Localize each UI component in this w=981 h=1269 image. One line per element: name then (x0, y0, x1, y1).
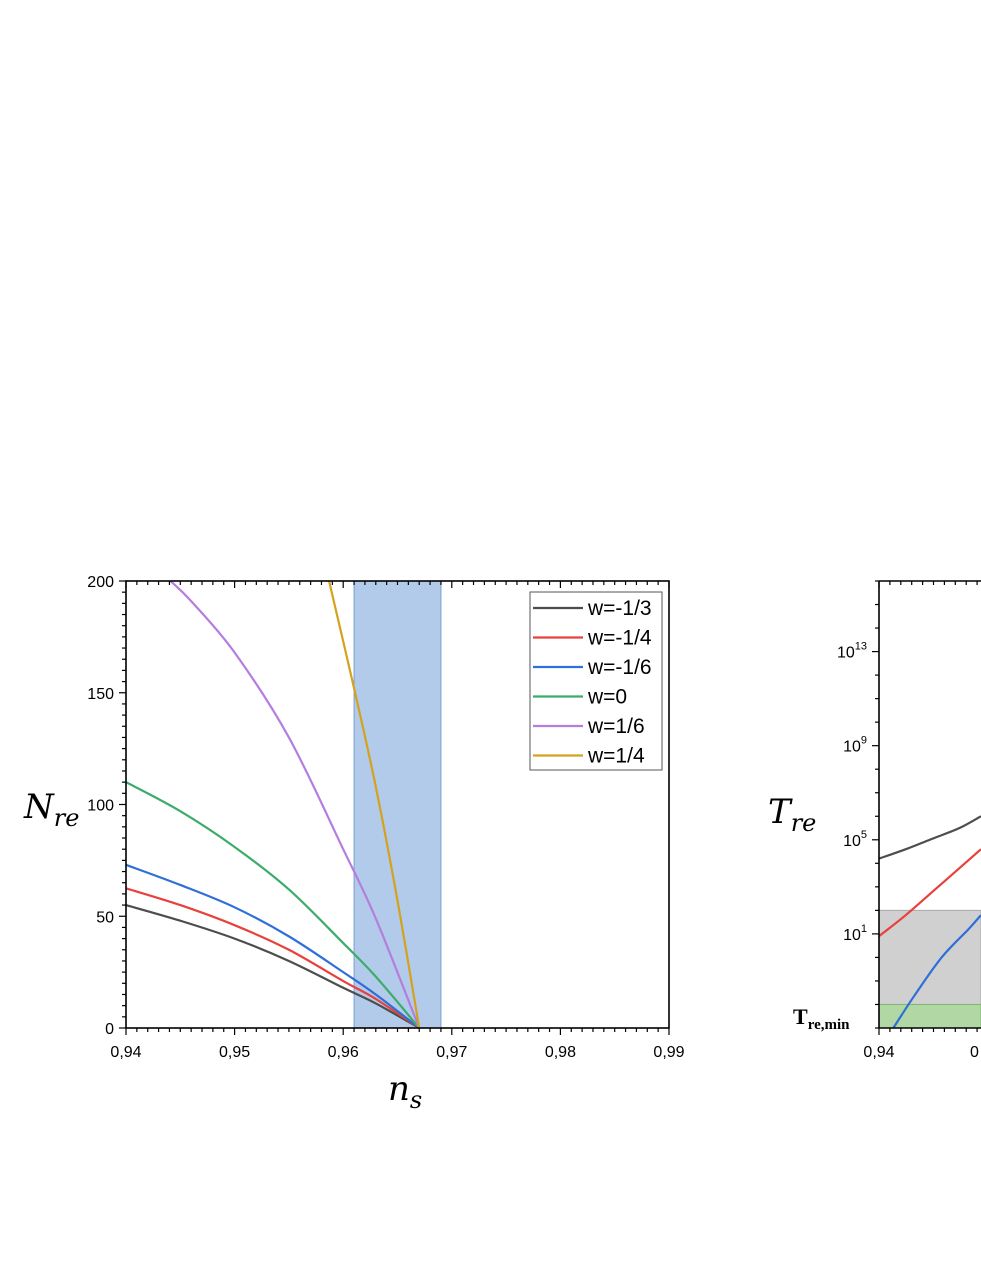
series-lines (879, 815, 981, 1028)
x-tick-label: 0,98 (545, 1044, 576, 1061)
y-tick-base: 10 (843, 739, 861, 756)
t-re-min-sub: re,min (808, 1017, 850, 1033)
y-tick-exponent: 9 (861, 735, 867, 747)
series-line-2 (879, 848, 981, 938)
ns-constraint-band (353, 580, 442, 1029)
x-tick-label: 0,95 (219, 1044, 250, 1061)
y-tick-exponent: 1 (861, 923, 867, 935)
y-axis-ticks: 0 50 100 150 200 (87, 574, 126, 1038)
x-tick-label: 0,94 (110, 1044, 141, 1061)
series-line-5 (169, 581, 421, 1028)
x-tick-label: 0,99 (653, 1044, 684, 1061)
t-re-min-main: T (793, 1004, 808, 1029)
series-line-6 (328, 581, 421, 1028)
x-axis-ticks: 0,94 0 (863, 581, 979, 1061)
y-tick-label: 101 (843, 923, 867, 944)
y-axis-label-var: T (768, 792, 793, 832)
gray-band (878, 909, 981, 1005)
series-lines (126, 581, 421, 1028)
y-tick-label: 200 (87, 574, 114, 591)
legend: w=-1/3 w=-1/4 w=-1/6 w=0 w=1/6 w=1/4 (529, 591, 663, 771)
legend-label: w=0 (587, 686, 627, 709)
x-tick-label: 0 (970, 1044, 979, 1061)
x-tick-label: 0,97 (436, 1044, 467, 1061)
legend-label: w=-1/3 (587, 597, 652, 620)
x-axis-label-var: n (388, 1069, 410, 1109)
shaded-band (353, 580, 442, 1029)
y-tick-base: 10 (843, 927, 861, 944)
y-tick-label: 1013 (837, 641, 867, 662)
y-tick-exponent: 5 (861, 829, 867, 841)
plot-frame (878, 580, 981, 1029)
legend-label: w=1/4 (587, 745, 645, 768)
y-tick-exponent: 13 (855, 641, 867, 653)
y-tick-label: 50 (96, 909, 114, 926)
y-tick-label: 100 (87, 798, 114, 815)
y-axis-label-sub: re (54, 804, 80, 832)
x-axis-ticks: 0,94 0,95 0,96 0,97 0,98 0,99 (110, 581, 685, 1061)
y-axis-label: Tre (768, 792, 816, 837)
y-tick-base: 10 (837, 645, 855, 662)
series-line-3 (892, 914, 981, 1028)
legend-label: w=-1/4 (587, 627, 652, 650)
series-line-4 (126, 781, 421, 1028)
x-tick-label: 0,94 (863, 1044, 894, 1061)
y-axis-label-var: N (23, 787, 55, 827)
y-tick-label: 150 (87, 686, 114, 703)
legend-label: w=1/6 (587, 715, 645, 738)
y-tick-base: 10 (843, 833, 861, 850)
series-line-2 (126, 887, 420, 1028)
y-tick-label: 109 (843, 735, 867, 756)
shaded-bands (878, 909, 981, 1029)
series-line-1 (126, 904, 420, 1028)
t-re-min-label: Tre,min (793, 1004, 850, 1033)
left-chart: 0,94 0,95 0,96 0,97 0,98 0,99 0 50 100 150 200 w=… (23, 574, 685, 1114)
series-line-1 (879, 815, 981, 860)
y-axis-label: Nre (23, 787, 79, 832)
y-tick-label: 105 (843, 829, 867, 850)
x-axis-label: ns (388, 1069, 422, 1114)
y-tick-label: 0 (105, 1021, 114, 1038)
y-axis-label-sub: re (791, 809, 817, 837)
x-axis-label-sub: s (410, 1086, 422, 1114)
x-tick-label: 0,96 (328, 1044, 359, 1061)
legend-label: w=-1/6 (587, 656, 652, 679)
series-line-3 (126, 863, 420, 1028)
legend-box (529, 591, 663, 771)
